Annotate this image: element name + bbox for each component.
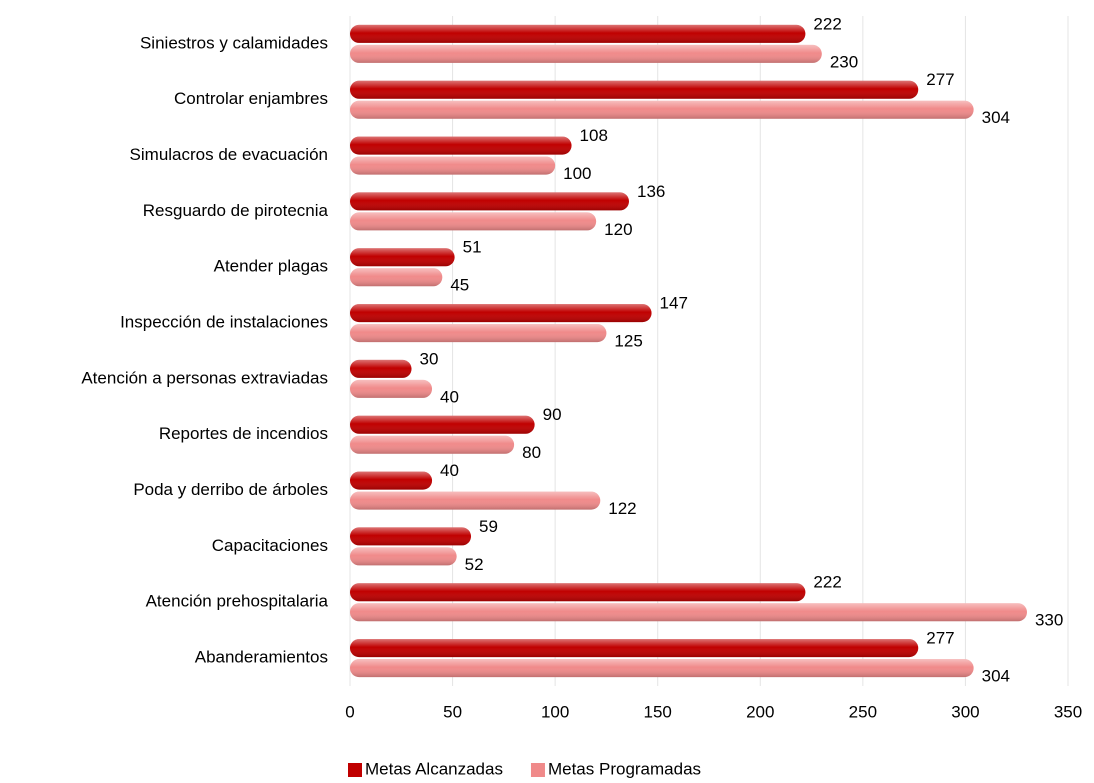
bar xyxy=(350,527,472,546)
data-label: 222 xyxy=(813,14,841,33)
bar xyxy=(350,639,919,658)
bar xyxy=(350,80,919,99)
data-label: 45 xyxy=(450,276,469,295)
legend-label: Metas Programadas xyxy=(548,759,701,778)
bar xyxy=(350,24,806,43)
data-label: 40 xyxy=(440,387,459,406)
data-label: 100 xyxy=(563,164,591,183)
bar xyxy=(350,435,515,454)
legend-swatch xyxy=(530,763,545,777)
bar xyxy=(350,212,597,231)
x-tick-label: 150 xyxy=(644,702,672,721)
data-label: 52 xyxy=(465,555,484,574)
data-label: 108 xyxy=(580,126,608,145)
bar xyxy=(350,379,433,398)
bar xyxy=(350,304,652,323)
bar xyxy=(350,491,601,510)
y-tick-label: Atención prehospitalaria xyxy=(146,592,329,611)
bar xyxy=(350,659,974,678)
y-tick-label: Atender plagas xyxy=(214,257,328,276)
bar xyxy=(350,248,455,267)
data-label: 80 xyxy=(522,443,541,462)
y-tick-label: Poda y derribo de árboles xyxy=(133,480,328,499)
data-label: 40 xyxy=(440,461,459,480)
y-tick-label: Capacitaciones xyxy=(212,536,328,555)
bar xyxy=(350,268,443,287)
data-label: 125 xyxy=(614,332,642,351)
bar xyxy=(350,471,433,490)
x-tick-label: 100 xyxy=(541,702,569,721)
bar xyxy=(350,44,822,63)
data-label: 304 xyxy=(982,108,1010,127)
x-tick-label: 200 xyxy=(746,702,774,721)
y-tick-label: Simulacros de evacuación xyxy=(130,145,328,164)
y-tick-label: Inspección de instalaciones xyxy=(120,313,328,332)
data-label: 51 xyxy=(463,238,482,257)
data-label: 330 xyxy=(1035,611,1063,630)
y-tick-label: Controlar enjambres xyxy=(174,89,328,108)
data-label: 277 xyxy=(926,70,954,89)
bar xyxy=(350,547,457,566)
bar xyxy=(350,359,412,378)
x-tick-label: 350 xyxy=(1054,702,1082,721)
legend-swatch xyxy=(348,763,362,777)
y-tick-label: Siniestros y calamidades xyxy=(140,33,328,52)
data-label: 120 xyxy=(604,220,632,239)
data-label: 59 xyxy=(479,517,498,536)
bar xyxy=(350,136,572,155)
x-tick-label: 50 xyxy=(443,702,462,721)
data-label: 122 xyxy=(608,499,636,518)
y-tick-label: Abanderamientos xyxy=(195,648,328,667)
y-tick-label: Reportes de incendios xyxy=(159,424,328,443)
bar xyxy=(350,603,1027,622)
data-label: 30 xyxy=(420,349,439,368)
bar xyxy=(350,324,607,343)
x-tick-label: 0 xyxy=(345,702,354,721)
data-label: 136 xyxy=(637,182,665,201)
data-label: 147 xyxy=(660,294,688,313)
data-label: 90 xyxy=(543,405,562,424)
data-label: 277 xyxy=(926,629,954,648)
data-label: 304 xyxy=(982,667,1010,686)
data-label: 222 xyxy=(813,573,841,592)
bar xyxy=(350,415,535,434)
data-label: 230 xyxy=(830,52,858,71)
bar xyxy=(350,583,806,602)
y-tick-label: Atención a personas extraviadas xyxy=(81,368,328,387)
legend-label: Metas Alcanzadas xyxy=(365,759,503,778)
bar xyxy=(350,192,629,211)
x-tick-label: 250 xyxy=(849,702,877,721)
bar xyxy=(350,156,556,175)
bar xyxy=(350,100,974,119)
x-tick-label: 300 xyxy=(951,702,979,721)
y-tick-label: Resguardo de pirotecnia xyxy=(143,201,329,220)
